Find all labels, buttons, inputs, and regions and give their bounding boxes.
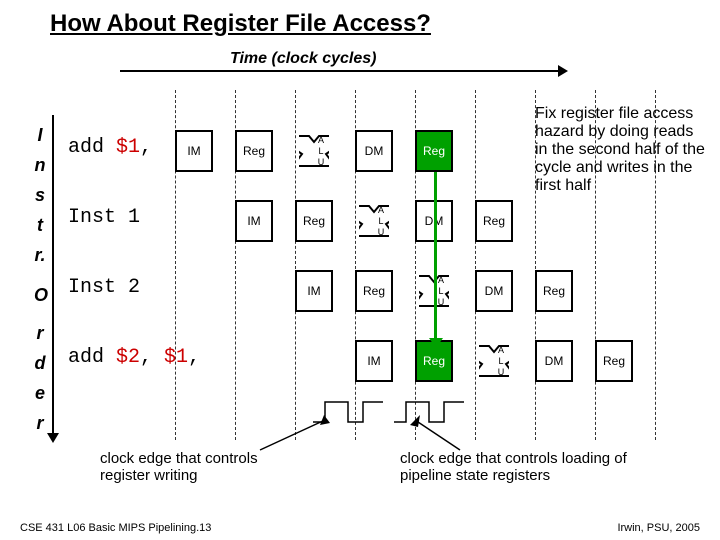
dm-stage: DM — [355, 130, 393, 172]
inst-name: add $2, $1, — [68, 346, 200, 369]
svg-text:U: U — [318, 157, 325, 167]
svg-text:L: L — [498, 356, 503, 366]
dependency-line — [434, 172, 437, 340]
time-label: Time (clock cycles) — [230, 50, 376, 68]
dm-stage: DM — [475, 270, 513, 312]
instr-order-arrow — [52, 115, 54, 435]
svg-text:U: U — [438, 297, 445, 307]
svg-text:U: U — [498, 367, 505, 377]
inst-name: Inst 2 — [68, 276, 140, 299]
inst-name: Inst 1 — [68, 206, 140, 229]
arrow-left — [250, 415, 340, 455]
fix-note: Fix register file access hazard by doing… — [535, 105, 705, 195]
svg-text:A: A — [498, 345, 504, 355]
im-stage: IM — [175, 130, 213, 172]
alu-stage: ALU — [479, 340, 509, 382]
im-stage: IM — [355, 340, 393, 382]
arrow-right — [410, 415, 500, 455]
svg-text:A: A — [378, 205, 384, 215]
cycle-line — [475, 90, 476, 440]
side-label-rder: rder — [34, 318, 46, 438]
time-arrow — [120, 70, 560, 72]
reg-stage: Reg — [475, 200, 513, 242]
note-left: clock edge that controls register writin… — [100, 450, 300, 484]
im-stage: IM — [235, 200, 273, 242]
cycle-line — [295, 90, 296, 440]
alu-stage: ALU — [299, 130, 329, 172]
inst-name: add $1, — [68, 136, 152, 159]
reg-stage: Reg — [295, 200, 333, 242]
side-label-o: O — [34, 280, 46, 310]
dependency-arrowhead — [429, 338, 443, 348]
reg-stage: Reg — [235, 130, 273, 172]
svg-text:A: A — [318, 135, 324, 145]
svg-text:L: L — [378, 216, 383, 226]
footer-left: CSE 431 L06 Basic MIPS Pipelining.13 — [20, 522, 211, 534]
side-label-instr: Instr. — [34, 120, 46, 270]
alu-stage: ALU — [359, 200, 389, 242]
dm-stage: DM — [535, 340, 573, 382]
im-stage: IM — [295, 270, 333, 312]
svg-text:U: U — [378, 227, 385, 237]
footer-right: Irwin, PSU, 2005 — [617, 522, 700, 534]
reg-stage: Reg — [535, 270, 573, 312]
svg-text:L: L — [318, 146, 323, 156]
svg-text:A: A — [438, 275, 444, 285]
reg-stage: Reg — [415, 130, 453, 172]
reg-stage: Reg — [595, 340, 633, 382]
svg-text:L: L — [438, 286, 443, 296]
note-right: clock edge that controls loading of pipe… — [400, 450, 630, 484]
page-title: How About Register File Access? — [50, 10, 431, 38]
reg-stage: Reg — [355, 270, 393, 312]
